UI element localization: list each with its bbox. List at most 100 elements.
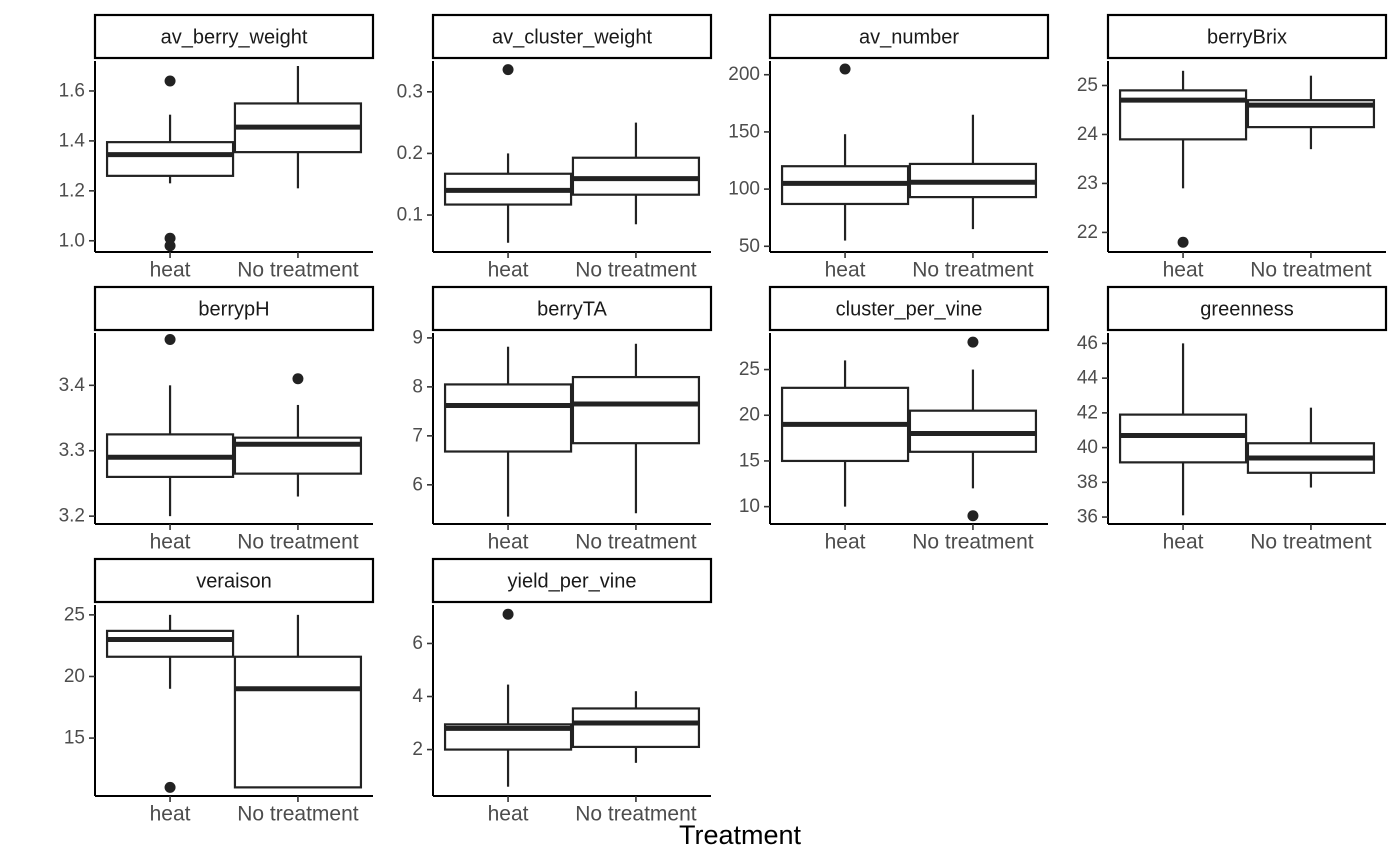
x-tick-label: No treatment: [237, 802, 359, 825]
box-heat: [780, 360, 910, 507]
x-tick-label: heat: [150, 802, 191, 825]
iqr-box: [105, 141, 235, 177]
facet-title: greenness: [1200, 299, 1293, 321]
y-tick-label: 38: [1077, 472, 1098, 493]
iqr-box: [1118, 413, 1248, 464]
y-tick-label: 20: [739, 405, 760, 426]
x-tick-label: heat: [488, 530, 529, 553]
y-tick-label: 50: [739, 236, 760, 257]
box-heat: [1118, 70, 1248, 248]
y-tick-label: 40: [1077, 437, 1098, 458]
x-tick-label: No treatment: [912, 258, 1034, 281]
y-tick-label: 0.3: [397, 81, 423, 102]
box-No treatment: [571, 691, 701, 763]
facet-title: yield_per_vine: [508, 571, 637, 593]
box-No treatment: [908, 336, 1038, 522]
y-tick-label: 3.4: [59, 375, 86, 396]
x-tick-label: heat: [150, 258, 191, 281]
iqr-box: [443, 383, 573, 453]
box-No treatment: [233, 614, 363, 789]
outlier-point: [164, 334, 176, 346]
facet-title: av_berry_weight: [161, 27, 308, 49]
outlier-point: [164, 781, 176, 793]
x-tick-label: heat: [488, 802, 529, 825]
x-tick-label: No treatment: [575, 530, 697, 553]
box-heat: [1118, 343, 1248, 516]
box-No treatment: [571, 122, 701, 225]
x-tick-label: No treatment: [1250, 258, 1372, 281]
facet-panel-berryBrix: berryBrix 22 23 24 25 heat No treatment: [1077, 13, 1388, 281]
facet-panel-cluster_per_vine: cluster_per_vine 10 15 20 25 heat No treatment: [739, 285, 1050, 553]
facet-strip: [431, 557, 713, 604]
y-tick-label: 100: [728, 179, 760, 200]
box-heat: [105, 334, 235, 517]
facet-strip: [768, 13, 1050, 60]
x-tick-label: heat: [1163, 530, 1204, 553]
outlier-point: [967, 510, 979, 522]
y-tick-label: 1.0: [59, 230, 85, 251]
facet-strip: [93, 557, 375, 604]
y-tick-label: 22: [1077, 222, 1098, 243]
facet-panel-greenness: greenness 36 38 40 42 44 46 heat No treatment: [1077, 285, 1388, 553]
x-tick-label: heat: [150, 530, 191, 553]
y-tick-label: 7: [412, 425, 423, 446]
x-tick-label: No treatment: [237, 530, 359, 553]
facet-strip: [93, 285, 375, 332]
y-tick-label: 42: [1077, 402, 1098, 423]
box-No treatment: [908, 114, 1038, 230]
x-tick-label: heat: [825, 530, 866, 553]
facet-panel-av_cluster_weight: av_cluster_weight 0.1 0.2 0.3 heat No treatme…: [397, 13, 713, 281]
outlier-point: [502, 64, 514, 76]
iqr-box: [105, 629, 235, 658]
y-tick-label: 150: [728, 121, 760, 142]
outlier-point: [1177, 236, 1189, 248]
box-No treatment: [1246, 407, 1376, 488]
box-heat: [443, 64, 573, 243]
iqr-box: [571, 707, 701, 749]
facet-panel-av_number: av_number 50 100 150 200 heat No treatment: [728, 13, 1050, 281]
outlier-point: [164, 75, 176, 87]
y-tick-label: 1.2: [59, 180, 85, 201]
facet-strip: [93, 13, 375, 60]
y-tick-label: 0.1: [397, 205, 423, 226]
facet-panel-veraison: veraison 15 20 25 heat No treatment: [64, 557, 375, 825]
x-tick-label: No treatment: [1250, 530, 1372, 553]
y-tick-label: 9: [412, 327, 423, 348]
y-tick-label: 10: [739, 496, 760, 517]
facet-strip: [768, 285, 1050, 332]
y-tick-label: 44: [1077, 368, 1099, 389]
outlier-point: [967, 336, 979, 348]
x-tick-label: No treatment: [575, 258, 697, 281]
facet-title: av_number: [859, 27, 959, 49]
y-tick-label: 25: [1077, 75, 1098, 96]
facet-strip: [431, 285, 713, 332]
facet-title: berrypH: [198, 299, 269, 321]
y-tick-label: 2: [412, 739, 423, 760]
x-axis-title: Treatment: [679, 820, 802, 850]
facet-title: av_cluster_weight: [492, 27, 653, 49]
box-heat: [780, 63, 910, 241]
iqr-box: [233, 655, 363, 789]
outlier-point: [839, 63, 851, 75]
facet-strip: [1106, 285, 1388, 332]
box-heat: [443, 346, 573, 517]
outlier-point: [502, 608, 514, 620]
y-tick-label: 25: [64, 604, 85, 625]
facet-panel-av_berry_weight: av_berry_weight 1.0 1.2 1.4 1.6 heat No treatm…: [59, 13, 375, 281]
facet-panel-berrypH: berrypH 3.2 3.3 3.4 heat No treatment: [59, 285, 375, 553]
box-heat: [105, 75, 235, 252]
y-tick-label: 0.2: [397, 143, 423, 164]
facet-panel-berryTA: berryTA 6 7 8 9 heat No treatment: [412, 285, 713, 553]
x-tick-label: heat: [488, 258, 529, 281]
iqr-box: [571, 375, 701, 445]
y-tick-label: 6: [412, 474, 423, 495]
x-tick-label: No treatment: [912, 530, 1034, 553]
x-tick-label: heat: [1163, 258, 1204, 281]
y-tick-label: 36: [1077, 507, 1098, 528]
y-tick-label: 46: [1077, 333, 1098, 354]
y-tick-label: 4: [412, 686, 423, 707]
y-tick-label: 15: [64, 728, 85, 749]
facet-title: berryTA: [537, 299, 607, 321]
y-tick-label: 3.2: [59, 506, 85, 527]
